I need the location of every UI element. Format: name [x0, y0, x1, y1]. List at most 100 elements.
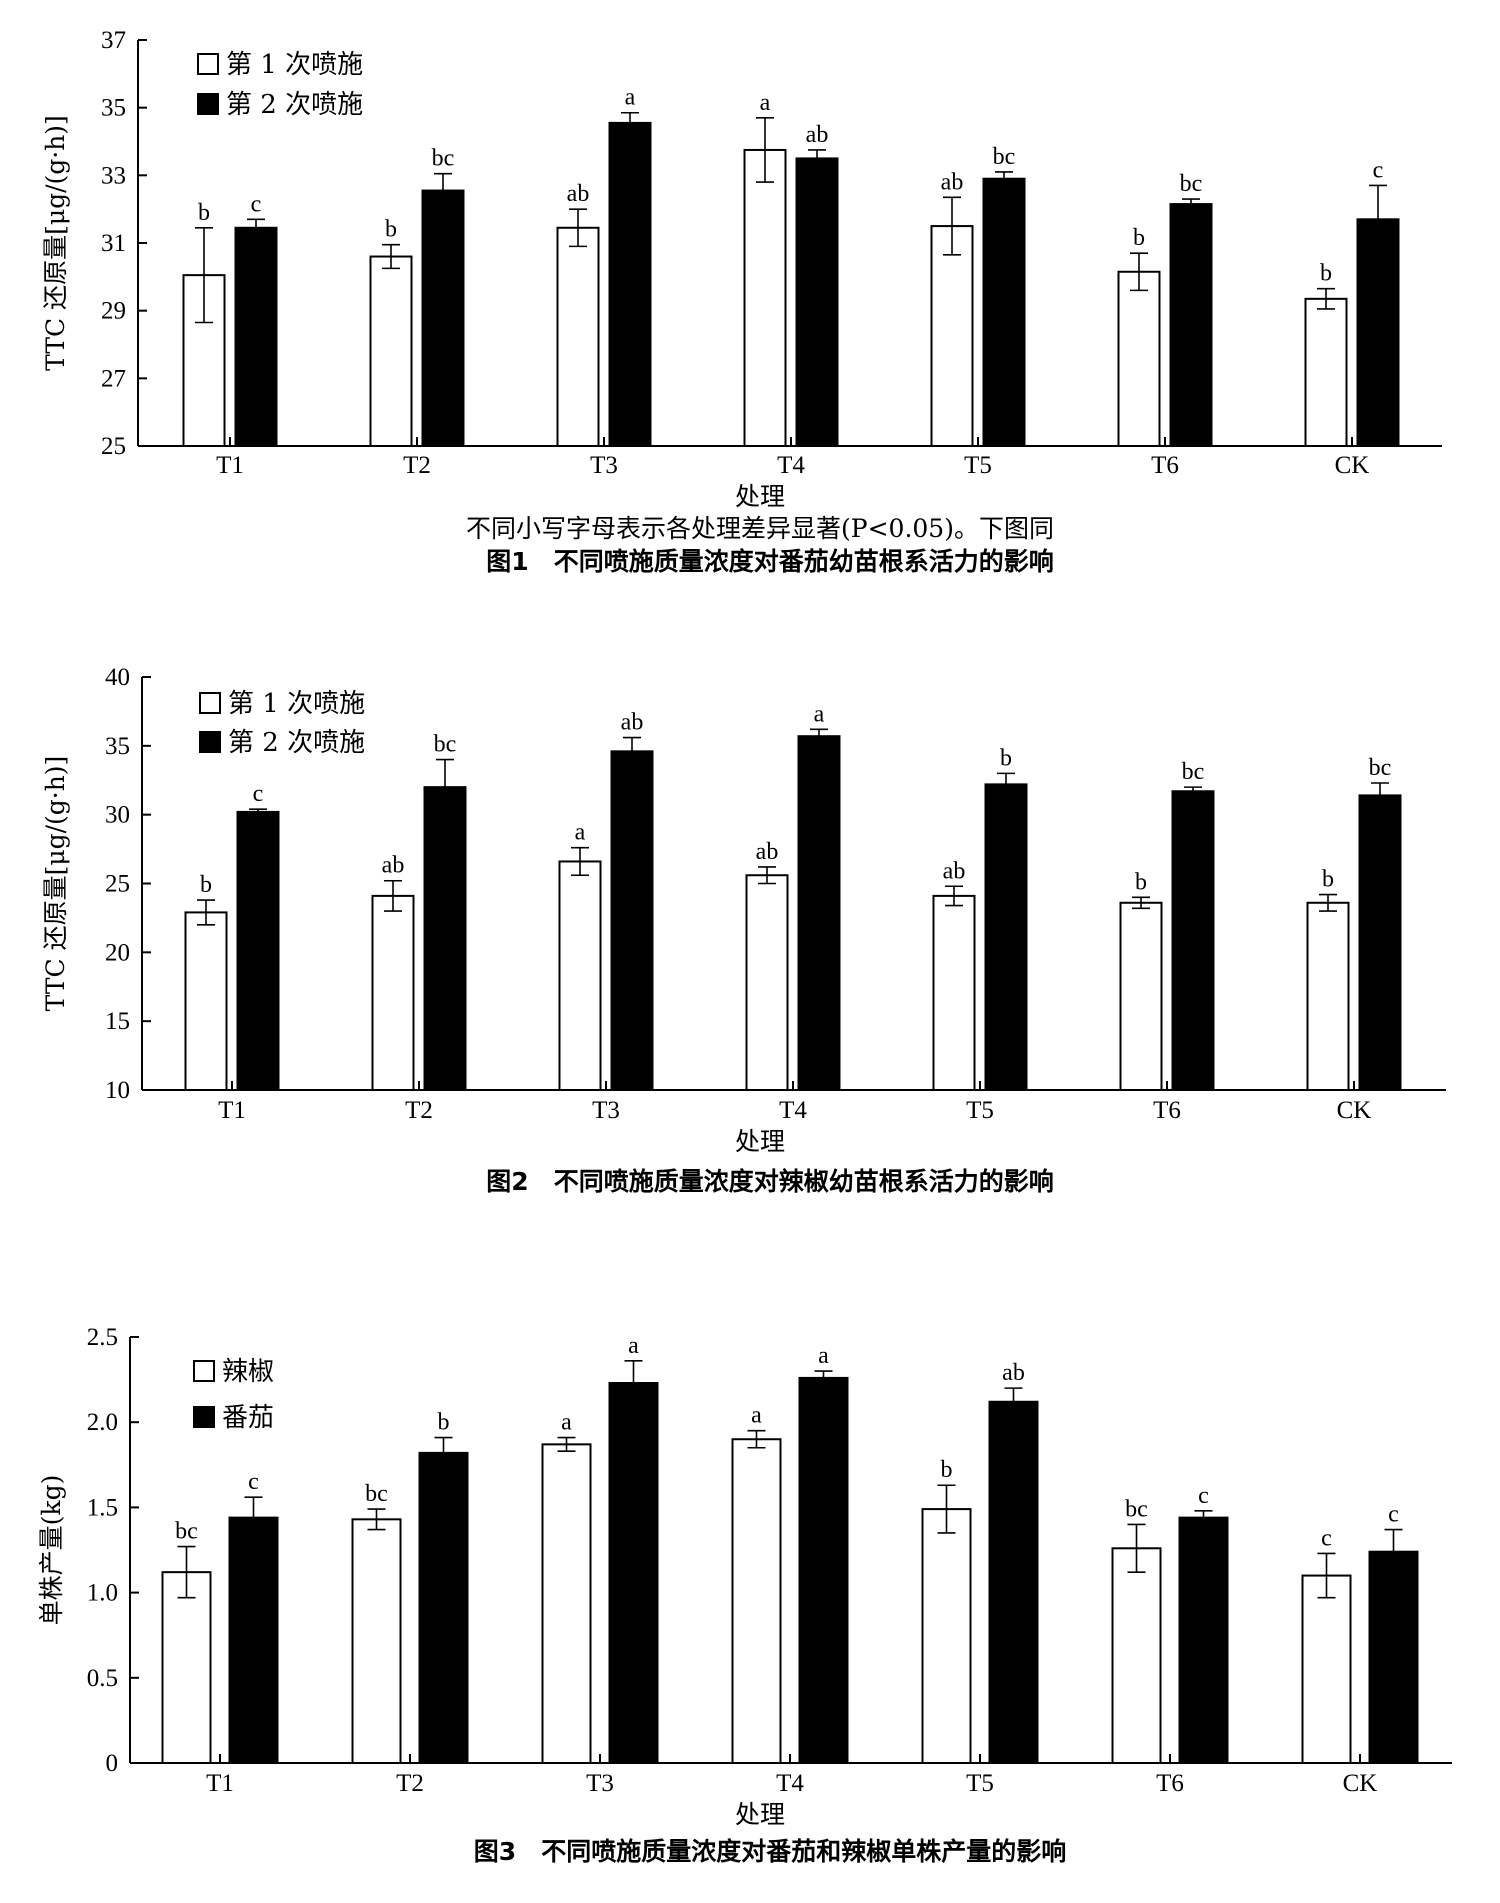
x-tick-label: T4 — [779, 1097, 807, 1124]
x-tick-label: T4 — [776, 1770, 804, 1797]
y-tick-label: 10 — [105, 1077, 130, 1104]
bar-series2-T5 — [988, 1400, 1039, 1764]
legend-swatch — [199, 692, 221, 714]
bar-series2-T5 — [984, 783, 1028, 1091]
figure-note: 不同小写字母表示各处理差异显著(P<0.05)。下图同 — [466, 514, 1054, 543]
y-tick-label: 0 — [106, 1750, 119, 1777]
significance-label: a — [628, 1333, 639, 1359]
significance-label: bc — [1369, 755, 1392, 781]
significance-label: c — [253, 781, 264, 807]
significance-label: bc — [1180, 171, 1203, 197]
x-tick-label: T1 — [218, 1097, 246, 1124]
significance-label: b — [1133, 225, 1145, 251]
legend-label: 辣椒 — [222, 1357, 274, 1387]
bar-series1-T2 — [351, 1518, 402, 1764]
legend-swatch — [197, 53, 219, 75]
significance-label: a — [575, 820, 586, 846]
significance-label: bc — [434, 732, 457, 758]
bar-series1-T4 — [743, 148, 787, 447]
significance-label: bc — [365, 1481, 388, 1507]
significance-label: b — [438, 1410, 450, 1436]
legend-swatch — [193, 1406, 215, 1428]
significance-label: c — [1321, 1525, 1332, 1551]
legend-label: 番茄 — [222, 1403, 274, 1433]
bar-series1-T3 — [558, 860, 602, 1091]
x-tick-label: T1 — [206, 1770, 234, 1797]
x-tick-label: T6 — [1153, 1097, 1181, 1124]
significance-label: b — [941, 1457, 953, 1483]
significance-label: b — [1322, 867, 1334, 893]
significance-label: ab — [621, 710, 644, 736]
bar-series1-CK — [1304, 297, 1348, 448]
y-tick-label: 2.0 — [87, 1409, 118, 1436]
legend-label: 第 1 次喷施 — [226, 50, 363, 80]
x-tick-label: T4 — [777, 452, 805, 479]
x-tick-label: T6 — [1156, 1770, 1184, 1797]
x-tick-label: T2 — [403, 452, 431, 479]
x-axis-title: 处理 — [735, 482, 785, 511]
bar-series2-T4 — [797, 735, 841, 1091]
bar-series2-T4 — [795, 157, 839, 448]
bar-series1-T6 — [1119, 901, 1163, 1091]
bar-series2-T1 — [236, 810, 280, 1091]
significance-label: b — [1320, 261, 1332, 287]
y-axis-title: 单株产量(kg) — [37, 1475, 66, 1626]
bar-series2-T1 — [234, 226, 278, 447]
x-tick-label: T5 — [966, 1770, 994, 1797]
bar-series2-CK — [1368, 1550, 1419, 1764]
significance-label: b — [198, 200, 210, 226]
y-tick-label: 27 — [101, 365, 126, 392]
y-tick-label: 30 — [105, 802, 130, 829]
y-axis-title: TTC 还原量[μg/(g·h)] — [41, 115, 70, 371]
bar-series1-T3 — [541, 1443, 592, 1765]
x-tick-label: CK — [1343, 1770, 1378, 1797]
figure-caption: 图1 不同喷施质量浓度对番茄幼苗根系活力的影响 — [486, 547, 1053, 576]
significance-label: bc — [1182, 759, 1205, 785]
y-tick-label: 15 — [105, 1008, 130, 1035]
y-tick-label: 35 — [105, 733, 130, 760]
x-tick-label: CK — [1335, 452, 1370, 479]
y-tick-label: 29 — [101, 298, 126, 325]
bar-series2-T6 — [1171, 790, 1215, 1091]
legend-swatch — [193, 1360, 215, 1382]
x-tick-label: T3 — [590, 452, 618, 479]
bar-series1-T2 — [371, 894, 415, 1092]
figure-caption: 图3 不同喷施质量浓度对番茄和辣椒单株产量的影响 — [474, 1837, 1066, 1866]
y-tick-label: 37 — [101, 27, 126, 54]
y-tick-label: 40 — [105, 664, 130, 691]
significance-label: a — [814, 701, 825, 727]
legend-label: 第 1 次喷施 — [228, 689, 365, 719]
y-tick-label: 33 — [101, 162, 126, 189]
x-tick-label: T3 — [586, 1770, 614, 1797]
significance-label: ab — [756, 839, 779, 865]
y-tick-label: 2.5 — [87, 1324, 118, 1351]
y-axis-title: TTC 还原量[μg/(g·h)] — [41, 756, 70, 1012]
bar-series2-T6 — [1169, 203, 1213, 447]
bar-series1-T5 — [930, 225, 974, 447]
significance-label: b — [1135, 869, 1147, 895]
legend-label: 第 2 次喷施 — [228, 728, 365, 758]
bar-series1-CK — [1306, 901, 1350, 1091]
significance-label: c — [251, 191, 262, 217]
bar-series2-CK — [1358, 794, 1402, 1091]
x-axis-title: 处理 — [735, 1127, 785, 1156]
legend-swatch — [199, 731, 221, 753]
significance-label: ab — [806, 122, 829, 148]
bar-series1-T6 — [1117, 270, 1161, 447]
y-tick-label: 20 — [105, 939, 130, 966]
significance-label: c — [1373, 157, 1384, 183]
significance-label: bc — [432, 146, 455, 172]
figure-caption: 图2 不同喷施质量浓度对辣椒幼苗根系活力的影响 — [486, 1167, 1053, 1196]
bar-series2-CK — [1356, 218, 1400, 447]
significance-label: bc — [175, 1519, 198, 1545]
x-tick-label: T2 — [396, 1770, 424, 1797]
significance-label: ab — [943, 858, 966, 884]
bar-series1-T5 — [932, 894, 976, 1092]
bar-series1-T5 — [921, 1508, 972, 1764]
chart-2: 10152025303540T1bcT2abbcT3aabT4abaT5abbT… — [41, 664, 1446, 1196]
bar-series2-T3 — [610, 750, 654, 1092]
bar-series2-T5 — [982, 177, 1026, 447]
x-tick-label: T5 — [964, 452, 992, 479]
significance-label: ab — [382, 853, 405, 879]
